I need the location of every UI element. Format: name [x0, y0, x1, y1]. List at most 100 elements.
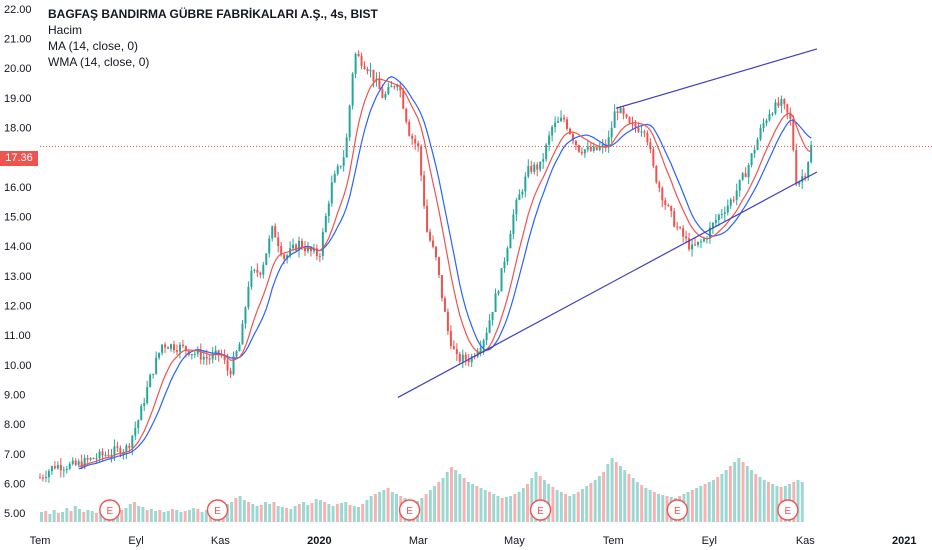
candle-body — [271, 226, 274, 239]
chart-legend: BAGFAŞ BANDIRMA GÜBRE FABRİKALARI A.Ş., … — [48, 6, 378, 70]
candle-body — [211, 353, 214, 360]
candle-body — [363, 65, 366, 69]
candle-body — [229, 370, 232, 375]
y-tick-label: 21.00 — [4, 34, 32, 46]
candle-body — [402, 90, 405, 109]
candle-body — [184, 346, 187, 352]
candle-body — [652, 149, 655, 166]
candle-body — [512, 214, 515, 234]
volume-bar — [390, 492, 394, 522]
candle-body — [527, 165, 530, 177]
candle-body — [190, 354, 193, 356]
candle-body — [807, 162, 810, 178]
volume-bar — [395, 494, 398, 522]
candle-body — [238, 344, 241, 352]
volume-bar — [124, 508, 128, 522]
candle-body — [530, 165, 533, 172]
y-tick-label: 15.00 — [4, 212, 32, 224]
volume-bar — [86, 510, 90, 522]
candle-body — [202, 356, 205, 360]
candle-body — [637, 127, 640, 132]
candle-body — [223, 355, 226, 361]
candle-body — [661, 187, 664, 201]
candle-body — [167, 347, 170, 349]
candle-body — [500, 268, 503, 292]
volume-bar — [65, 508, 69, 522]
volume-bar — [247, 502, 251, 522]
candle-body — [533, 164, 536, 172]
candle-body — [128, 445, 131, 448]
volume-bar — [517, 492, 521, 522]
volume-bar — [48, 514, 52, 522]
candle-body — [41, 477, 44, 479]
candle-body — [446, 311, 449, 331]
x-tick-label: Tem — [603, 535, 624, 547]
candle-body — [253, 269, 256, 271]
volume-bar — [648, 490, 652, 522]
candle-body — [39, 477, 41, 479]
earnings-marker — [666, 499, 688, 521]
volume-bar — [564, 494, 568, 522]
volume-bar — [526, 484, 530, 522]
volume-bar — [251, 504, 255, 522]
candle-body — [592, 146, 595, 151]
volume-bar — [323, 502, 327, 522]
volume-bar — [614, 462, 618, 522]
volume-bar — [589, 483, 593, 522]
volume-bar — [758, 477, 762, 522]
candle-body — [277, 237, 280, 246]
candle-body — [161, 344, 164, 353]
candle-body — [619, 108, 622, 114]
candle-body — [104, 454, 107, 456]
volume-bar — [640, 485, 644, 522]
volume-bar — [272, 502, 276, 522]
candle-body — [71, 460, 74, 464]
volume-bar — [352, 506, 356, 522]
earnings-marker-label: E — [785, 506, 792, 517]
candle-body — [295, 244, 298, 251]
x-tick-label: Kas — [796, 535, 815, 547]
volume-bar — [538, 476, 542, 522]
candle-body — [205, 356, 208, 359]
volume-bar — [754, 474, 758, 522]
candle-body — [777, 102, 780, 106]
volume-bar — [424, 494, 428, 522]
earnings-marker — [206, 499, 229, 521]
candle-body — [702, 238, 705, 242]
candle-body — [423, 175, 426, 206]
volume-bar — [268, 504, 272, 522]
candle-body — [452, 346, 455, 350]
y-tick-label: 13.00 — [4, 271, 32, 283]
volume-bar — [657, 494, 661, 522]
candle-body — [756, 139, 759, 150]
volume-bar — [471, 484, 475, 522]
volume-bar — [775, 486, 779, 522]
volume-bar — [175, 510, 179, 522]
candle-body — [333, 173, 336, 183]
candle-body — [506, 248, 509, 262]
candle-body — [804, 176, 807, 178]
volume-bar — [652, 492, 656, 522]
candle-body — [381, 89, 384, 98]
candle-body — [711, 222, 714, 228]
candle-body — [467, 359, 470, 363]
candle-body — [405, 108, 408, 122]
volume-bar — [580, 489, 584, 522]
y-tick-label: 6.00 — [4, 478, 25, 490]
volume-bar — [454, 470, 458, 522]
volume-bar — [462, 478, 466, 522]
candle-body — [455, 349, 458, 355]
candle-body — [256, 269, 259, 273]
candle-body — [172, 344, 175, 351]
volume-bar — [750, 470, 754, 522]
candle-body — [551, 127, 554, 136]
candle-body — [178, 344, 181, 352]
volume-bar — [141, 507, 145, 522]
volume-bar — [420, 498, 424, 522]
candle-body — [289, 248, 292, 256]
x-tick-label: May — [504, 535, 525, 547]
volume-bar — [166, 511, 170, 522]
